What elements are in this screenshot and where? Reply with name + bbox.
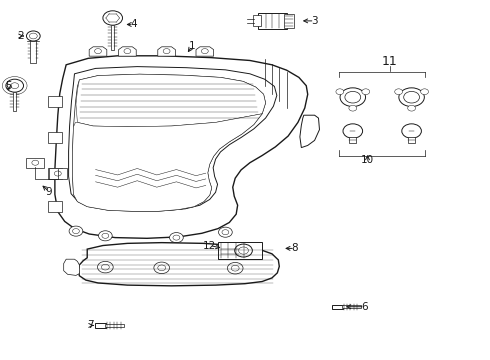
- Polygon shape: [89, 47, 107, 56]
- FancyBboxPatch shape: [342, 305, 361, 308]
- FancyBboxPatch shape: [48, 132, 62, 143]
- FancyBboxPatch shape: [105, 324, 124, 327]
- Polygon shape: [196, 47, 214, 56]
- Circle shape: [54, 171, 61, 176]
- Circle shape: [2, 77, 27, 95]
- Text: 8: 8: [292, 243, 298, 253]
- Circle shape: [173, 235, 180, 240]
- Circle shape: [395, 89, 403, 95]
- Circle shape: [345, 91, 361, 103]
- FancyBboxPatch shape: [408, 137, 415, 143]
- FancyBboxPatch shape: [258, 13, 287, 29]
- Polygon shape: [119, 47, 136, 56]
- Circle shape: [227, 262, 243, 274]
- Circle shape: [239, 247, 248, 254]
- Circle shape: [201, 49, 208, 54]
- Circle shape: [124, 49, 131, 54]
- Polygon shape: [158, 47, 175, 56]
- Circle shape: [408, 105, 416, 111]
- Circle shape: [399, 88, 424, 107]
- FancyBboxPatch shape: [253, 15, 261, 26]
- Text: 11: 11: [382, 55, 398, 68]
- Text: 10: 10: [361, 155, 374, 165]
- Circle shape: [336, 89, 344, 95]
- FancyBboxPatch shape: [284, 14, 294, 28]
- Circle shape: [231, 265, 239, 271]
- Polygon shape: [64, 259, 79, 275]
- FancyBboxPatch shape: [13, 92, 17, 111]
- FancyBboxPatch shape: [49, 168, 67, 179]
- Circle shape: [98, 231, 112, 241]
- FancyBboxPatch shape: [26, 158, 44, 168]
- Text: 6: 6: [361, 302, 368, 312]
- Polygon shape: [55, 56, 308, 238]
- Circle shape: [6, 79, 24, 92]
- Text: 4: 4: [130, 19, 137, 30]
- Polygon shape: [300, 115, 319, 148]
- FancyBboxPatch shape: [111, 25, 115, 50]
- Circle shape: [11, 83, 19, 89]
- Circle shape: [362, 89, 369, 95]
- Circle shape: [222, 230, 229, 235]
- Circle shape: [219, 227, 232, 237]
- Circle shape: [343, 124, 363, 138]
- Circle shape: [69, 226, 83, 236]
- Polygon shape: [73, 74, 266, 211]
- Circle shape: [73, 229, 79, 234]
- Circle shape: [32, 160, 39, 165]
- Circle shape: [349, 105, 357, 111]
- Polygon shape: [69, 67, 277, 211]
- FancyBboxPatch shape: [218, 242, 262, 259]
- Polygon shape: [78, 243, 279, 286]
- Polygon shape: [76, 74, 266, 127]
- Text: 7: 7: [87, 320, 94, 330]
- Circle shape: [95, 49, 101, 54]
- FancyBboxPatch shape: [48, 201, 62, 212]
- FancyBboxPatch shape: [48, 96, 62, 107]
- Circle shape: [235, 244, 252, 257]
- FancyBboxPatch shape: [332, 305, 343, 309]
- Circle shape: [26, 31, 40, 41]
- Circle shape: [402, 124, 421, 138]
- Text: 2: 2: [17, 31, 24, 41]
- Circle shape: [420, 89, 428, 95]
- Circle shape: [404, 91, 419, 103]
- Text: 3: 3: [311, 16, 318, 26]
- Circle shape: [163, 49, 170, 54]
- Circle shape: [170, 233, 183, 243]
- Circle shape: [154, 262, 170, 274]
- Circle shape: [158, 265, 166, 271]
- Circle shape: [101, 264, 109, 270]
- Circle shape: [29, 33, 37, 39]
- Circle shape: [102, 233, 109, 238]
- FancyBboxPatch shape: [48, 168, 62, 179]
- Circle shape: [340, 88, 366, 107]
- Text: 9: 9: [46, 186, 52, 197]
- Text: 5: 5: [5, 81, 12, 91]
- Circle shape: [103, 11, 122, 25]
- Text: 12: 12: [203, 240, 217, 251]
- Circle shape: [98, 261, 113, 273]
- Text: 1: 1: [189, 41, 196, 51]
- Polygon shape: [73, 114, 262, 211]
- FancyBboxPatch shape: [95, 323, 106, 328]
- FancyBboxPatch shape: [349, 137, 356, 143]
